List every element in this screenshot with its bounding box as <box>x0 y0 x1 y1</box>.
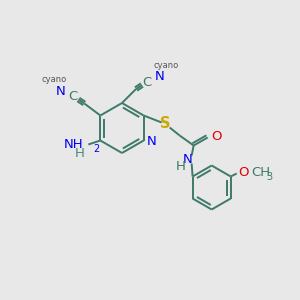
Text: 3: 3 <box>267 172 273 182</box>
Text: cyano: cyano <box>153 61 178 70</box>
Text: C: C <box>142 76 152 88</box>
Text: C: C <box>69 90 78 103</box>
Text: H: H <box>176 160 186 173</box>
Text: N: N <box>183 153 193 166</box>
Text: CH: CH <box>252 166 271 179</box>
Text: 2: 2 <box>93 143 100 154</box>
Text: O: O <box>239 166 249 179</box>
Text: N: N <box>147 135 156 148</box>
Text: N: N <box>155 70 165 83</box>
Text: NH: NH <box>64 138 83 151</box>
Text: cyano: cyano <box>42 75 67 84</box>
Text: S: S <box>160 116 171 131</box>
Text: H: H <box>74 147 84 160</box>
Text: N: N <box>56 85 65 98</box>
Text: O: O <box>212 130 222 143</box>
